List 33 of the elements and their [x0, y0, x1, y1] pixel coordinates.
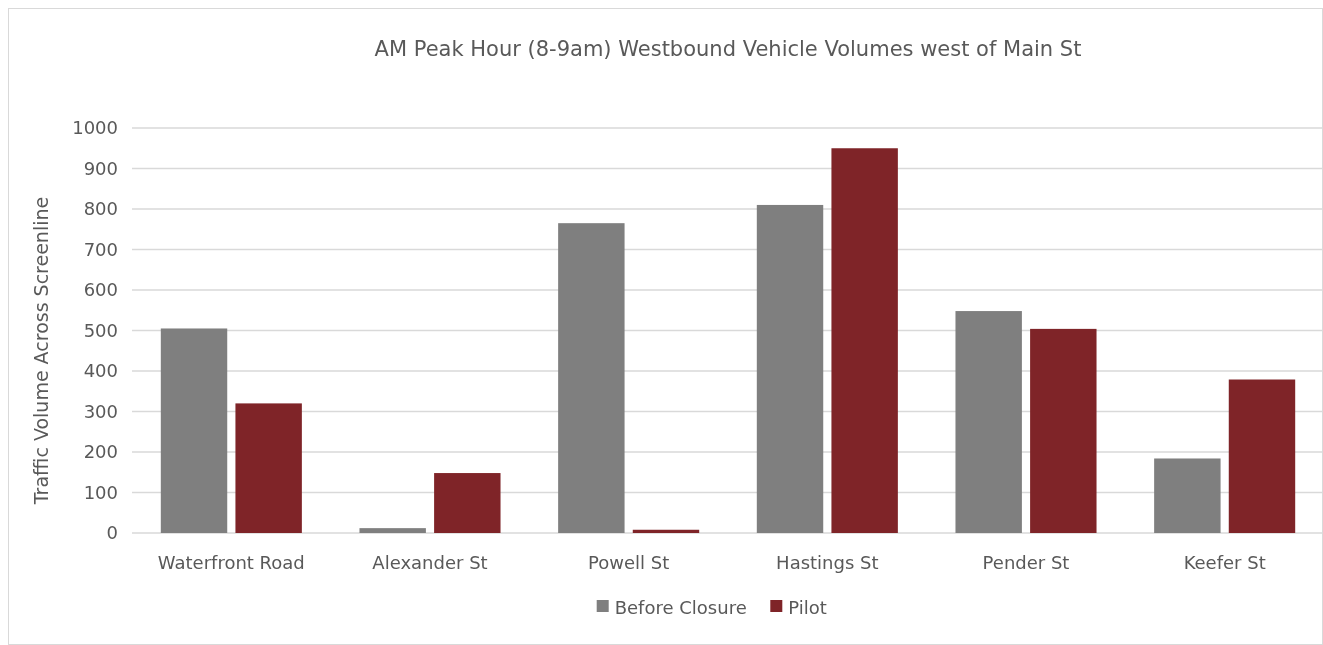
y-tick-label: 900: [83, 157, 118, 179]
y-tick-label: 300: [83, 400, 118, 422]
legend-label: Before Closure: [614, 597, 747, 619]
bar: [955, 311, 1022, 533]
bar: [434, 473, 501, 533]
x-tick-label: Hastings St: [776, 552, 879, 573]
bar: [1030, 328, 1097, 533]
x-tick-label: Alexander St: [372, 552, 488, 573]
y-tick-label: 400: [83, 360, 118, 382]
y-tick-label: 100: [83, 481, 118, 503]
y-tick-label: 700: [83, 238, 118, 260]
bar: [1228, 379, 1296, 533]
legend-label: Pilot: [788, 597, 827, 619]
x-tick-label: Waterfront Road: [157, 552, 305, 573]
bar: [756, 204, 824, 533]
y-tick-label: 500: [83, 319, 118, 341]
y-tick-label: 0: [106, 522, 118, 544]
y-tick-label: 800: [83, 198, 118, 220]
bar: [160, 328, 228, 533]
y-tick-label: 1000: [72, 117, 118, 139]
x-tick-label: Pender St: [982, 552, 1070, 573]
bar: [359, 528, 426, 533]
bar: [831, 148, 898, 533]
x-tick-label: Keefer St: [1183, 552, 1266, 573]
bar: [558, 223, 625, 533]
x-tick-label: Powell St: [588, 552, 670, 573]
chart-title: AM Peak Hour (8-9am) Westbound Vehicle Volumes west of Main St: [374, 37, 1082, 61]
bar: [235, 403, 302, 533]
y-tick-label: 200: [83, 441, 118, 463]
bar: [1154, 458, 1221, 533]
bar: [632, 529, 700, 533]
y-tick-label: 600: [83, 279, 118, 301]
y-axis-title: Traffic Volume Across Screenline: [30, 196, 52, 506]
